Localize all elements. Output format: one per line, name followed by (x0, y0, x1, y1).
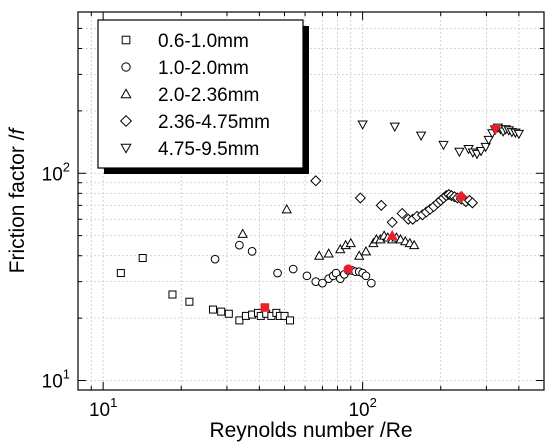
data-point (224, 309, 233, 318)
highlight-point (343, 264, 353, 274)
plot-frame (77, 11, 545, 391)
legend-marker (121, 35, 131, 45)
data-point (313, 250, 325, 260)
data-point (185, 297, 194, 306)
data-point (361, 271, 371, 281)
data-point (357, 120, 368, 130)
data-point (138, 254, 147, 263)
highlight-point (489, 124, 502, 136)
y-axis-title: Friction factor /f (6, 126, 29, 273)
highlight-point (455, 190, 468, 203)
data-point (386, 216, 398, 228)
legend-label: 2.0-2.36mm (158, 85, 259, 106)
data-point (280, 311, 289, 320)
data-point (480, 142, 491, 153)
data-point (354, 192, 366, 204)
highlight-point (386, 229, 398, 240)
data-point (286, 316, 295, 325)
data-point (217, 307, 226, 316)
data-point (475, 147, 487, 157)
legend-label: 4.75-9.5mm (158, 139, 259, 160)
data-point (237, 228, 248, 238)
data-point (281, 203, 292, 214)
data-point (288, 264, 298, 274)
series-triangle-up (237, 203, 420, 260)
data-point (483, 135, 494, 146)
x-tick-label: 101 (89, 395, 117, 421)
data-point (273, 268, 282, 278)
data-point (360, 245, 372, 256)
legend-marker (120, 88, 132, 99)
y-tick-label: 101 (42, 367, 70, 393)
data-point (375, 199, 387, 211)
legend-item: 0.6-1.0mm (121, 31, 249, 52)
data-point (323, 248, 334, 258)
data-point (438, 140, 449, 151)
data-point (466, 197, 479, 209)
data-point (454, 147, 465, 158)
data-point (208, 305, 217, 314)
legend-marker (119, 114, 133, 128)
data-point (235, 316, 244, 325)
y-axis-title-text: Friction factor / (6, 134, 29, 273)
y-tick-label: 102 (42, 159, 70, 185)
data-point (389, 122, 400, 132)
series-square (116, 254, 295, 325)
data-point (168, 290, 177, 299)
series-circle (210, 240, 376, 288)
data-point (116, 269, 125, 278)
highlight-point (260, 303, 270, 312)
data-point (247, 247, 257, 256)
x-tick-label: 102 (348, 395, 376, 421)
highlight-markers (260, 124, 502, 312)
data-point (415, 131, 427, 141)
legend: 0.6-1.0mm 1.0-2.0mm 2.0-2.36mm 2.36-4.75mm 4… (97, 19, 309, 174)
data-point (345, 237, 356, 248)
legend-item: 2.36-4.75mm (119, 112, 270, 133)
legend-item: 4.75-9.5mm (120, 139, 259, 160)
data-point (302, 271, 312, 281)
legend-marker (121, 62, 131, 72)
x-axis-title: Reynolds number /Re (209, 419, 412, 442)
data-point (408, 239, 420, 250)
data-markers (116, 120, 525, 325)
data-point (210, 254, 220, 264)
legend-label: 0.6-1.0mm (158, 31, 249, 52)
y-axis-title-variable: f (6, 126, 29, 134)
legend-label: 2.36-4.75mm (158, 112, 270, 133)
data-point (396, 207, 408, 220)
axis-ticks: 101 102 101 102 (42, 12, 544, 421)
legend-marker (120, 143, 132, 154)
legend-item: 1.0-2.0mm (121, 58, 249, 79)
legend-label: 1.0-2.0mm (158, 58, 249, 79)
data-point (318, 278, 327, 288)
legend-item: 2.0-2.36mm (120, 85, 259, 106)
data-point (513, 129, 525, 140)
data-point (310, 175, 322, 187)
data-point (235, 240, 244, 250)
legend-box (97, 19, 304, 169)
data-point (366, 278, 376, 288)
